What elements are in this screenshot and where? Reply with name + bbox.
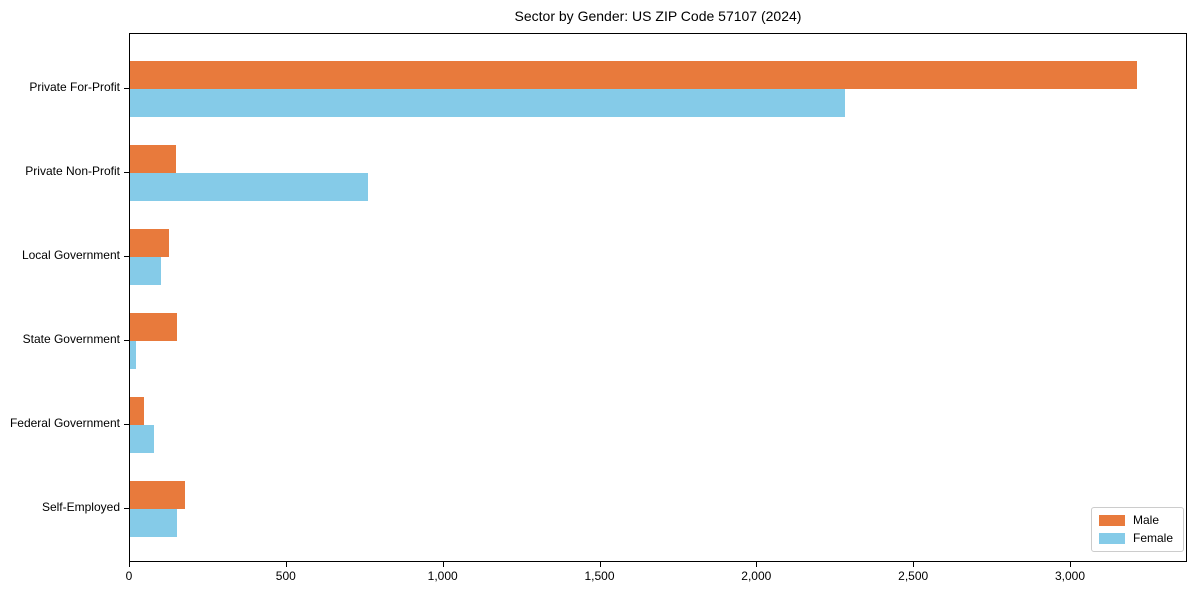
legend-label: Male xyxy=(1133,513,1160,527)
bar-female-4 xyxy=(130,341,137,369)
y-tick-label: Local Government xyxy=(21,248,120,262)
bar-male-5 xyxy=(130,397,145,425)
bar-female-3 xyxy=(130,257,162,285)
legend-item-female: Female xyxy=(1099,532,1173,545)
legend-item-male: Male xyxy=(1099,514,1173,527)
x-tick-label: 1,500 xyxy=(584,569,615,583)
y-tick-label: Private For-Profit xyxy=(29,80,120,94)
x-tick-mark xyxy=(129,562,130,567)
bar-male-2 xyxy=(130,145,176,173)
chart-title: Sector by Gender: US ZIP Code 57107 (202… xyxy=(514,8,802,24)
bar-female-1 xyxy=(130,89,846,117)
legend-label: Female xyxy=(1133,531,1174,545)
y-tick-mark xyxy=(124,172,129,173)
y-tick-mark xyxy=(124,88,129,89)
x-tick-label: 2,000 xyxy=(741,569,772,583)
x-tick-mark xyxy=(285,562,287,567)
x-tick-mark xyxy=(442,562,444,567)
y-tick-label: State Government xyxy=(22,332,120,346)
x-tick-label: 1,000 xyxy=(427,569,458,583)
y-tick-label: Private Non-Profit xyxy=(25,164,120,178)
y-tick-mark xyxy=(124,340,129,341)
legend-swatch-icon xyxy=(1099,515,1125,526)
bar-male-4 xyxy=(130,313,178,341)
bar-male-3 xyxy=(130,229,170,257)
y-tick-label: Self-Employed xyxy=(41,500,120,514)
x-tick-mark xyxy=(599,562,601,567)
x-tick-label: 0 xyxy=(125,569,133,583)
bar-female-6 xyxy=(130,509,178,537)
legend: Male Female xyxy=(1091,507,1185,552)
x-tick-label: 500 xyxy=(275,569,296,583)
x-tick-mark xyxy=(1070,562,1071,567)
plot-area xyxy=(129,33,1187,562)
x-tick-mark xyxy=(756,562,758,567)
bar-male-6 xyxy=(130,481,185,509)
x-tick-label: 3,000 xyxy=(1054,569,1086,583)
y-tick-mark xyxy=(124,424,129,425)
bar-female-2 xyxy=(130,173,369,201)
x-tick-mark xyxy=(913,562,915,567)
x-tick-label: 2,500 xyxy=(898,569,929,583)
y-tick-mark xyxy=(124,508,129,509)
y-tick-label: Federal Government xyxy=(9,416,120,430)
bar-male-1 xyxy=(130,61,1137,89)
legend-swatch-icon xyxy=(1099,533,1125,544)
bar-female-5 xyxy=(130,425,154,453)
y-tick-mark xyxy=(124,256,129,257)
